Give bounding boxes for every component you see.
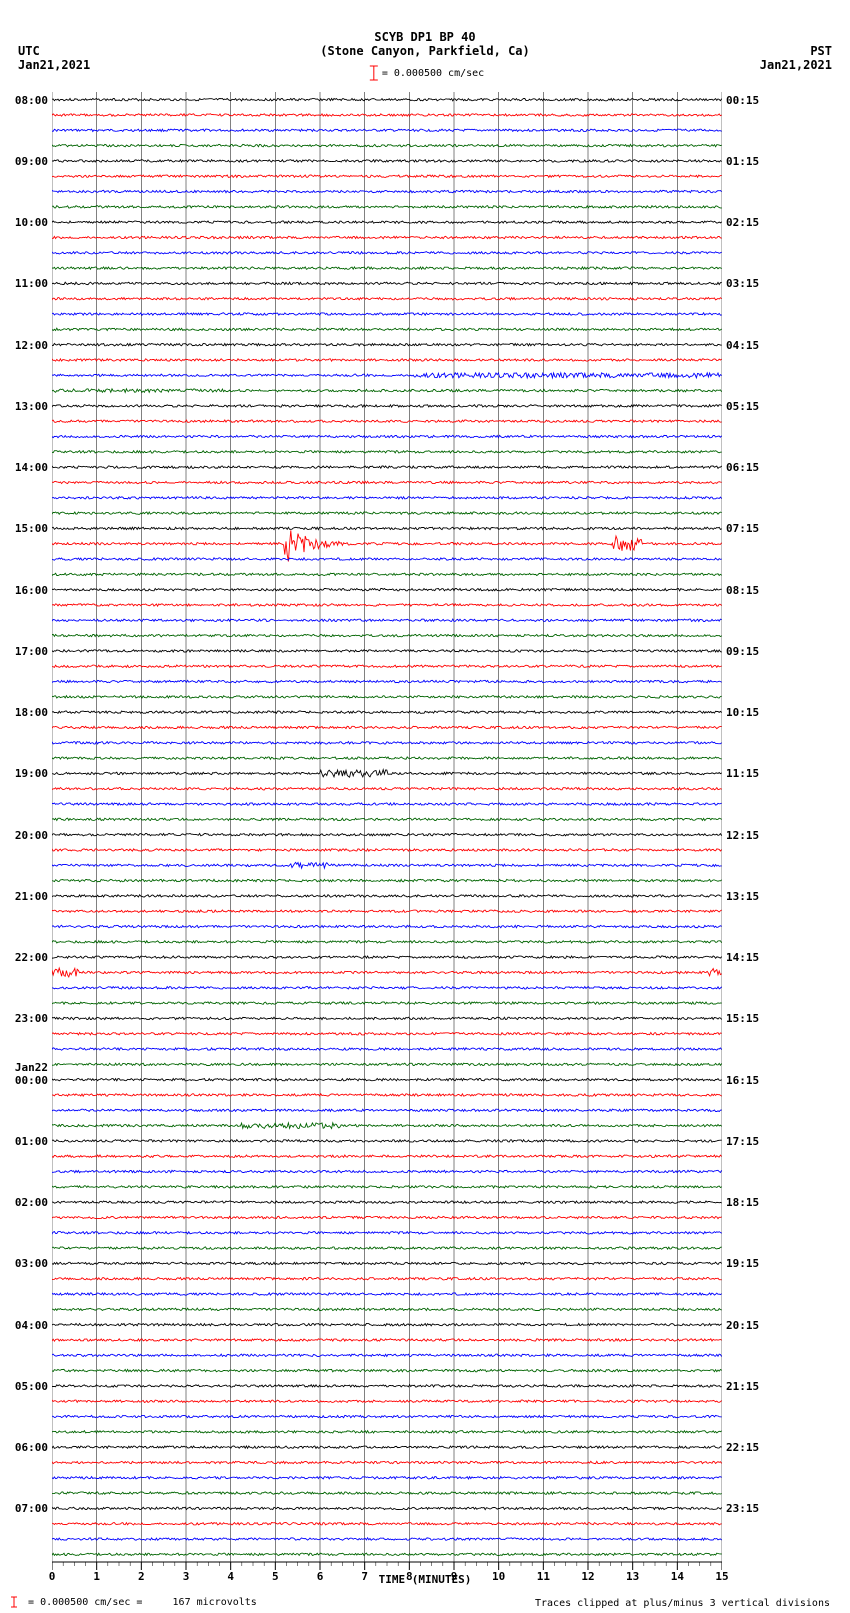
utc-time-label: 09:00 — [15, 155, 48, 168]
pst-time-label: 22:15 — [726, 1441, 759, 1454]
pst-time-label: 02:15 — [726, 216, 759, 229]
station-location: (Stone Canyon, Parkfield, Ca) — [320, 44, 530, 58]
utc-time-label: 15:00 — [15, 522, 48, 535]
utc-time-label: 22:00 — [15, 951, 48, 964]
seismogram-plot — [52, 88, 722, 1558]
minute-label: 7 — [361, 1570, 368, 1583]
utc-time-label: 10:00 — [15, 216, 48, 229]
utc-time-label: 11:00 — [15, 277, 48, 290]
pst-time-label: 13:15 — [726, 890, 759, 903]
pst-time-label: 18:15 — [726, 1196, 759, 1209]
utc-time-label: 13:00 — [15, 400, 48, 413]
pst-time-label: 19:15 — [726, 1257, 759, 1270]
pst-label: PST — [810, 44, 832, 58]
pst-time-label: 10:15 — [726, 706, 759, 719]
pst-time-label: 17:15 — [726, 1135, 759, 1148]
pst-time-label: 11:15 — [726, 767, 759, 780]
footer-scale-icon — [8, 1595, 22, 1609]
pst-time-label: 09:15 — [726, 645, 759, 658]
footer-clip: Traces clipped at plus/minus 3 vertical … — [535, 1598, 830, 1609]
minute-label: 10 — [492, 1570, 505, 1583]
utc-time-label: Jan22 — [15, 1061, 48, 1074]
utc-time-label: 14:00 — [15, 461, 48, 474]
footer-scale-text: = 0.000500 cm/sec = — [28, 1597, 142, 1608]
x-axis-title: TIME (MINUTES) — [379, 1573, 472, 1586]
pst-time-label: 16:15 — [726, 1074, 759, 1087]
pst-time-label: 20:15 — [726, 1319, 759, 1332]
utc-time-label: 05:00 — [15, 1380, 48, 1393]
utc-time-label: 06:00 — [15, 1441, 48, 1454]
utc-time-label: 21:00 — [15, 890, 48, 903]
pst-time-label: 14:15 — [726, 951, 759, 964]
seismogram-container: SCYB DP1 BP 40 (Stone Canyon, Parkfield,… — [0, 0, 850, 1613]
utc-time-label: 08:00 — [15, 94, 48, 107]
utc-date: Jan21,2021 — [18, 58, 90, 72]
pst-time-label: 06:15 — [726, 461, 759, 474]
minute-label: 0 — [49, 1570, 56, 1583]
scale-value: = 0.000500 cm/sec — [382, 68, 484, 79]
pst-time-label: 08:15 — [726, 584, 759, 597]
pst-time-label: 15:15 — [726, 1012, 759, 1025]
pst-time-label: 23:15 — [726, 1502, 759, 1515]
pst-time-label: 04:15 — [726, 339, 759, 352]
utc-time-label: 18:00 — [15, 706, 48, 719]
utc-time-label: 17:00 — [15, 645, 48, 658]
minute-label: 14 — [671, 1570, 684, 1583]
utc-time-label: 20:00 — [15, 829, 48, 842]
pst-time-label: 01:15 — [726, 155, 759, 168]
pst-time-label: 03:15 — [726, 277, 759, 290]
utc-time-label: 01:00 — [15, 1135, 48, 1148]
utc-time-label: 19:00 — [15, 767, 48, 780]
footer-scale: = 0.000500 cm/sec = 167 microvolts — [8, 1595, 257, 1609]
minute-label: 4 — [227, 1570, 234, 1583]
utc-label: UTC — [18, 44, 40, 58]
station-title: SCYB DP1 BP 40 — [374, 30, 475, 44]
pst-time-label: 21:15 — [726, 1380, 759, 1393]
pst-time-label: 07:15 — [726, 522, 759, 535]
pst-time-label: 00:15 — [726, 94, 759, 107]
utc-time-label: 02:00 — [15, 1196, 48, 1209]
utc-time-label: 03:00 — [15, 1257, 48, 1270]
seismogram-svg — [52, 88, 722, 1578]
utc-time-label: 12:00 — [15, 339, 48, 352]
pst-time-label: 05:15 — [726, 400, 759, 413]
utc-time-label: 07:00 — [15, 1502, 48, 1515]
utc-time-label: 23:00 — [15, 1012, 48, 1025]
utc-time-label: 00:00 — [15, 1074, 48, 1087]
minute-label: 15 — [715, 1570, 728, 1583]
utc-time-label: 16:00 — [15, 584, 48, 597]
footer-microvolts: 167 microvolts — [173, 1597, 257, 1608]
minute-label: 6 — [317, 1570, 324, 1583]
minute-label: 11 — [537, 1570, 550, 1583]
minute-label: 13 — [626, 1570, 639, 1583]
scale-bar-icon — [366, 64, 382, 82]
scale-indicator: = 0.000500 cm/sec — [366, 64, 484, 82]
minute-label: 12 — [581, 1570, 594, 1583]
minute-label: 5 — [272, 1570, 279, 1583]
minute-label: 3 — [183, 1570, 190, 1583]
minute-label: 2 — [138, 1570, 145, 1583]
utc-time-label: 04:00 — [15, 1319, 48, 1332]
pst-date: Jan21,2021 — [760, 58, 832, 72]
pst-time-label: 12:15 — [726, 829, 759, 842]
minute-label: 1 — [93, 1570, 100, 1583]
